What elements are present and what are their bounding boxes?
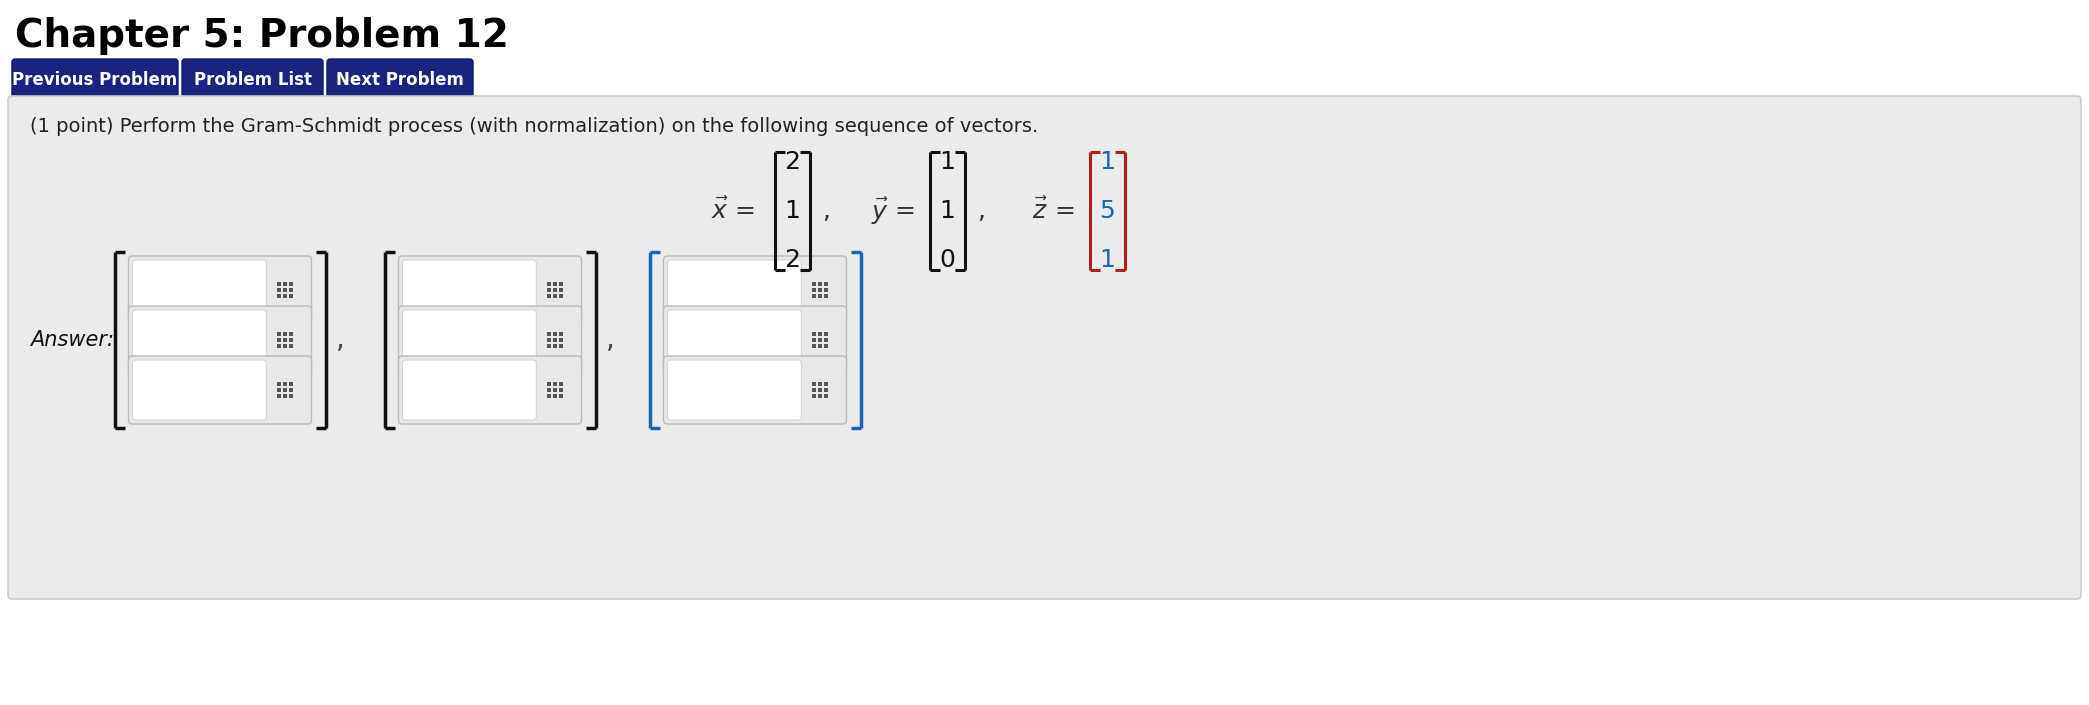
- Text: (1 point) Perform the Gram-Schmidt process (with normalization) on the following: (1 point) Perform the Gram-Schmidt proce…: [29, 117, 1038, 136]
- FancyBboxPatch shape: [403, 260, 537, 320]
- Text: $\vec{z}$: $\vec{z}$: [1032, 198, 1049, 224]
- Text: 1: 1: [783, 199, 800, 223]
- Text: =: =: [1055, 199, 1076, 223]
- FancyBboxPatch shape: [182, 59, 324, 101]
- Text: 2: 2: [783, 150, 800, 174]
- FancyBboxPatch shape: [664, 356, 846, 424]
- FancyBboxPatch shape: [399, 306, 581, 374]
- FancyBboxPatch shape: [130, 356, 311, 424]
- Text: Next Problem: Next Problem: [336, 71, 464, 89]
- Text: 5: 5: [1099, 199, 1116, 223]
- Text: 1: 1: [1099, 150, 1116, 174]
- FancyBboxPatch shape: [130, 306, 311, 374]
- FancyBboxPatch shape: [664, 306, 846, 374]
- Text: Answer:: Answer:: [29, 330, 115, 350]
- Text: =: =: [894, 199, 915, 223]
- Text: ,: ,: [336, 326, 345, 354]
- Text: 2: 2: [783, 248, 800, 272]
- FancyBboxPatch shape: [668, 360, 802, 420]
- Text: ,: ,: [606, 326, 614, 354]
- FancyBboxPatch shape: [8, 96, 2081, 599]
- Text: =: =: [735, 199, 756, 223]
- Text: $\vec{x}$: $\vec{x}$: [710, 198, 729, 224]
- FancyBboxPatch shape: [399, 356, 581, 424]
- FancyBboxPatch shape: [403, 310, 537, 370]
- Text: ,: ,: [821, 199, 829, 223]
- Text: 1: 1: [940, 150, 955, 174]
- FancyBboxPatch shape: [132, 360, 265, 420]
- FancyBboxPatch shape: [130, 256, 311, 324]
- FancyBboxPatch shape: [132, 310, 265, 370]
- Text: 0: 0: [940, 248, 955, 272]
- FancyBboxPatch shape: [403, 360, 537, 420]
- FancyBboxPatch shape: [328, 59, 472, 101]
- Text: $\vec{y}$: $\vec{y}$: [871, 195, 888, 226]
- FancyBboxPatch shape: [664, 256, 846, 324]
- Text: Problem List: Problem List: [194, 71, 311, 89]
- FancyBboxPatch shape: [13, 59, 178, 101]
- Text: Previous Problem: Previous Problem: [13, 71, 178, 89]
- Text: 1: 1: [1099, 248, 1116, 272]
- Text: ,: ,: [978, 199, 986, 223]
- FancyBboxPatch shape: [132, 260, 265, 320]
- FancyBboxPatch shape: [399, 256, 581, 324]
- Text: 1: 1: [940, 199, 955, 223]
- FancyBboxPatch shape: [668, 260, 802, 320]
- FancyBboxPatch shape: [668, 310, 802, 370]
- Text: Chapter 5: Problem 12: Chapter 5: Problem 12: [15, 17, 510, 55]
